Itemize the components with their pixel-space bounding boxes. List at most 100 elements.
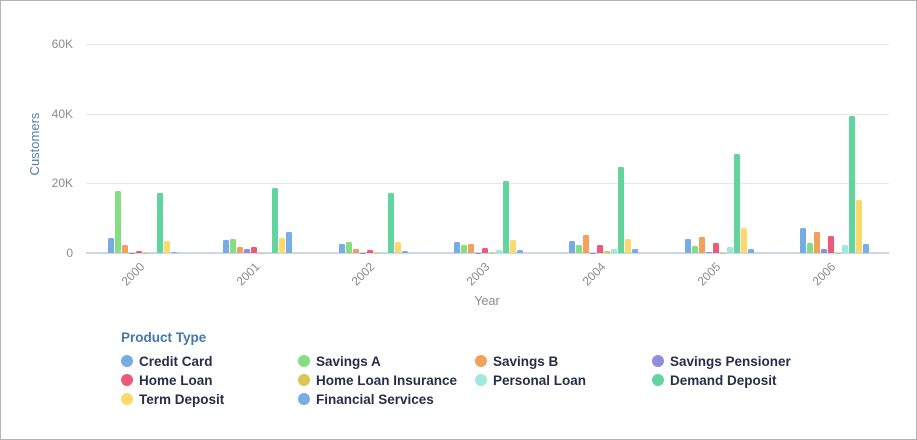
legend-swatch-icon [121, 393, 133, 405]
bar-financial-services-2003 [516, 249, 523, 253]
legend-swatch-icon [121, 355, 133, 367]
y-axis-title: Customers [27, 112, 42, 176]
bar-financial-services-2001 [286, 232, 293, 253]
legend-label: Home Loan [139, 372, 213, 388]
bar-credit-card-2004 [569, 240, 576, 253]
legend-title: Product Type [121, 330, 207, 345]
bar-savings-a-2005 [691, 246, 698, 253]
y-tick-label: 40K [51, 106, 73, 121]
legend-swatch-icon [298, 374, 310, 386]
bar-savings-b-2005 [698, 237, 705, 253]
bar-term-deposit-2006 [855, 199, 862, 253]
legend-swatch-icon [475, 355, 487, 367]
bar-savings-b-2000 [122, 245, 128, 253]
bar-financial-services-2005 [747, 248, 754, 253]
legend-item-savings-pensioner[interactable]: Savings Pensioner [652, 353, 829, 369]
bar-savings-a-2001 [230, 238, 237, 253]
bar-savings-pensioner-2006 [820, 248, 827, 253]
legend-label: Financial Services [316, 391, 434, 407]
x-tick-label-2005: 2005 [694, 259, 724, 289]
bar-credit-card-2000 [108, 237, 114, 253]
x-tick-label-2006: 2006 [809, 259, 839, 289]
bar-demand-deposit-2000 [157, 193, 163, 253]
bar-home-loan-insurance-2004 [604, 250, 611, 253]
x-tick-label-2002: 2002 [348, 259, 378, 289]
y-tick-label: 20K [51, 176, 73, 191]
bar-demand-deposit-2001 [272, 188, 279, 253]
gridline [86, 183, 889, 185]
legend-item-term-deposit[interactable]: Term Deposit [121, 391, 298, 407]
bar-savings-b-2002 [352, 248, 359, 253]
bar-savings-a-2004 [576, 245, 583, 253]
bar-home-loan-2002 [366, 249, 373, 253]
bar-financial-services-2000 [171, 252, 177, 253]
bar-credit-card-2002 [338, 243, 345, 253]
legend-swatch-icon [475, 374, 487, 386]
bar-credit-card-2005 [684, 239, 691, 253]
legend-label: Savings Pensioner [670, 353, 791, 369]
x-tick-label-2000: 2000 [118, 259, 147, 289]
bar-savings-a-2002 [345, 242, 352, 253]
bar-savings-a-2000 [115, 190, 121, 253]
bar-home-loan-2001 [251, 247, 258, 253]
legend-label: Home Loan Insurance [316, 372, 458, 388]
x-axis-baseline [86, 252, 889, 254]
y-tick-label: 60K [51, 37, 73, 51]
legend-label: Term Deposit [139, 391, 225, 407]
bar-savings-b-2004 [583, 234, 590, 253]
bar-term-deposit-2002 [394, 241, 401, 253]
x-tick-label-2003: 2003 [463, 259, 493, 289]
legend-item-demand-deposit[interactable]: Demand Deposit [652, 372, 829, 388]
legend-swatch-icon [652, 374, 664, 386]
bar-savings-pensioner-2005 [705, 251, 712, 253]
legend-item-credit-card[interactable]: Credit Card [121, 353, 298, 369]
bar-financial-services-2002 [401, 250, 408, 253]
bar-home-loan-2004 [597, 244, 604, 253]
legend-swatch-icon [298, 355, 310, 367]
x-axis-title: Year [474, 294, 500, 308]
bar-personal-loan-2004 [611, 248, 618, 253]
bar-term-deposit-2000 [164, 241, 170, 253]
gridline [86, 44, 889, 45]
bar-term-deposit-2005 [740, 227, 747, 253]
legend-swatch-icon [298, 393, 310, 405]
legend-swatch-icon [121, 374, 133, 386]
bar-home-loan-2006 [827, 235, 834, 253]
legend-swatch-icon [652, 355, 664, 367]
bar-credit-card-2006 [799, 228, 806, 253]
legend-item-home-loan[interactable]: Home Loan [121, 372, 298, 388]
legend-item-savings-b[interactable]: Savings B [475, 353, 652, 369]
bar-savings-a-2003 [460, 244, 467, 253]
bar-personal-loan-2005 [726, 247, 733, 253]
legend-item-home-loan-insurance[interactable]: Home Loan Insurance [298, 372, 475, 388]
bar-savings-b-2001 [237, 246, 244, 253]
bar-term-deposit-2003 [509, 239, 516, 253]
bar-financial-services-2004 [632, 248, 639, 253]
bar-savings-pensioner-2001 [244, 248, 251, 253]
bar-demand-deposit-2003 [502, 180, 509, 253]
legend-item-savings-a[interactable]: Savings A [298, 354, 475, 369]
bar-home-loan-2005 [712, 243, 719, 253]
bar-financial-services-2006 [862, 243, 869, 253]
legend-label: Demand Deposit [670, 372, 777, 388]
legend-item-personal-loan[interactable]: Personal Loan [475, 372, 652, 388]
bar-term-deposit-2004 [625, 238, 632, 253]
x-tick-label-2001: 2001 [233, 259, 263, 289]
legend-label: Personal Loan [493, 372, 587, 388]
legend-label: Savings B [493, 353, 559, 369]
bar-demand-deposit-2004 [618, 167, 625, 253]
bar-credit-card-2003 [453, 241, 460, 253]
bar-demand-deposit-2005 [733, 154, 740, 253]
bar-demand-deposit-2006 [848, 116, 855, 253]
legend-item-financial-services[interactable]: Financial Services [298, 391, 475, 407]
bar-savings-b-2006 [813, 231, 820, 253]
bar-savings-a-2006 [806, 243, 813, 253]
legend-label: Credit Card [139, 353, 213, 369]
bar-credit-card-2001 [223, 239, 230, 253]
y-tick-label: 0 [66, 246, 73, 260]
bar-demand-deposit-2002 [387, 193, 394, 253]
bar-personal-loan-2003 [495, 249, 502, 253]
bar-term-deposit-2001 [279, 237, 286, 253]
gridline [86, 113, 889, 115]
